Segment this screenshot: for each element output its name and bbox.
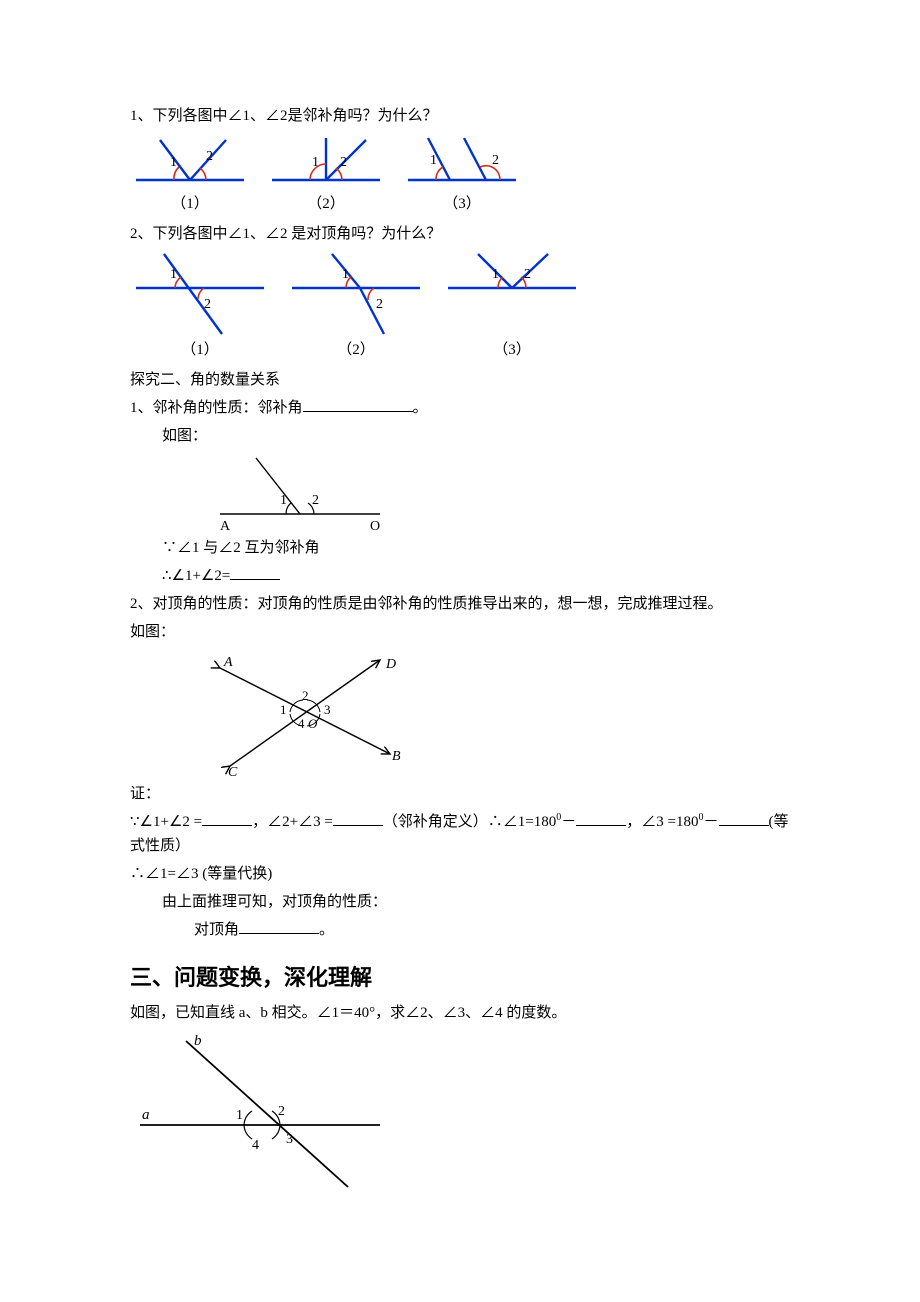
- prop1-fig: 1 2 A O: [200, 452, 790, 532]
- prop1-tail: 。: [413, 400, 428, 416]
- svg-text:2: 2: [206, 149, 213, 164]
- pl1a: ∵∠1+∠2 =: [130, 814, 202, 830]
- svg-text:2: 2: [204, 297, 211, 312]
- svg-text:A: A: [220, 519, 231, 532]
- q1-figs-row: 1 2 （1） 1 2 （2） 1 2 （3）: [130, 134, 790, 216]
- pl1b: ，∠2+∠3 =: [252, 814, 333, 830]
- section3-fig: a b 1 2 3 4: [130, 1031, 790, 1191]
- section3-text: 如图，已知直线 a、b 相交。∠1＝40°，求∠2、∠3、∠4 的度数。: [130, 1001, 790, 1025]
- svg-text:B: B: [392, 749, 401, 764]
- svg-text:2: 2: [376, 297, 383, 312]
- svg-text:1: 1: [170, 155, 177, 170]
- q2-fig3-svg: 1 2: [442, 252, 582, 336]
- concl2-tail: 。: [319, 922, 334, 938]
- q2-fig2: 1 2 （2）: [286, 252, 426, 362]
- svg-text:O: O: [308, 716, 318, 731]
- q2-text: 2、下列各图中∠1、∠2 是对顶角吗？为什么？: [130, 222, 790, 246]
- concl2: 对顶角 。: [130, 918, 790, 942]
- q2-cap3: （3）: [442, 338, 582, 362]
- pl1-blank3[interactable]: [576, 825, 626, 826]
- q2-cap2: （2）: [286, 338, 426, 362]
- prop1-line: 1、邻补角的性质：邻补角 。: [130, 396, 790, 420]
- svg-text:2: 2: [302, 688, 309, 703]
- svg-text:1: 1: [280, 702, 287, 717]
- pl1f: －: [703, 814, 718, 830]
- prop1-therefore-blank[interactable]: [230, 579, 280, 580]
- svg-text:2: 2: [340, 155, 347, 170]
- q1-fig1-svg: 1 2: [130, 134, 250, 190]
- proof-line2: ∴∠1=∠3 (等量代换): [130, 862, 790, 886]
- q1-text: 1、下列各图中∠1、∠2是邻补角吗？为什么？: [130, 104, 790, 128]
- svg-text:C: C: [228, 765, 238, 778]
- prop1-blank[interactable]: [303, 411, 413, 412]
- svg-text:4: 4: [298, 716, 305, 731]
- pl1-blank2[interactable]: [333, 825, 383, 826]
- q1-fig3-svg: 1 2: [402, 134, 522, 190]
- svg-text:a: a: [142, 1107, 150, 1123]
- svg-text:D: D: [385, 657, 396, 672]
- pl1-blank1[interactable]: [202, 825, 252, 826]
- prop2-line: 2、对顶角的性质：对顶角的性质是由邻补角的性质推导出来的，想一想，完成推理过程。: [130, 592, 790, 616]
- prop1-because: ∵∠1 与∠2 互为邻补角: [130, 536, 790, 560]
- svg-text:1: 1: [430, 153, 437, 168]
- q1-fig2-svg: 1 2: [266, 134, 386, 190]
- prop1-therefore: ∴∠1+∠2=: [130, 564, 790, 588]
- prop1-therefore-pre: ∴∠1+∠2=: [162, 568, 230, 584]
- prop2-fig: A D C B 1 2 3 4 O: [190, 648, 790, 778]
- q1-fig3: 1 2 （3）: [402, 134, 522, 216]
- as-shown-1: 如图：: [130, 424, 790, 448]
- prop1-text: 1、邻补角的性质：邻补角: [130, 400, 303, 416]
- svg-text:1: 1: [342, 267, 349, 282]
- svg-text:A: A: [223, 655, 233, 670]
- pl1d: －: [561, 814, 576, 830]
- svg-text:O: O: [370, 519, 380, 532]
- svg-text:2: 2: [524, 267, 531, 282]
- q1-cap3: （3）: [402, 192, 522, 216]
- svg-text:1: 1: [312, 155, 319, 170]
- q1-cap2: （2）: [266, 192, 386, 216]
- svg-text:2: 2: [312, 493, 319, 508]
- svg-text:3: 3: [324, 702, 331, 717]
- svg-text:1: 1: [170, 267, 177, 282]
- svg-text:1: 1: [280, 493, 287, 508]
- q2-cap1: （1）: [130, 338, 270, 362]
- q2-figs-row: 1 2 （1） 1 2 （2） 1 2 （3）: [130, 252, 790, 362]
- section3-title: 三、问题变换，深化理解: [130, 960, 790, 995]
- explore2-title: 探究二、角的数量关系: [130, 368, 790, 392]
- svg-text:3: 3: [286, 1132, 293, 1147]
- proof-line1: ∵∠1+∠2 =，∠2+∠3 =（邻补角定义）∴∠1=1800－，∠3 =180…: [130, 810, 790, 858]
- prop1-fig-svg: 1 2 A O: [200, 452, 400, 532]
- concl2-blank[interactable]: [239, 933, 319, 934]
- q2-fig3: 1 2 （3）: [442, 252, 582, 362]
- q1-fig1: 1 2 （1）: [130, 134, 250, 216]
- q2-fig1-svg: 1 2: [130, 252, 270, 336]
- concl1: 由上面推理可知，对顶角的性质：: [130, 890, 790, 914]
- q2-fig1: 1 2 （1）: [130, 252, 270, 362]
- svg-text:1: 1: [492, 267, 499, 282]
- q2-fig2-svg: 1 2: [286, 252, 426, 336]
- proof-label: 证：: [130, 782, 790, 806]
- pl1c: （邻补角定义）∴∠1=180: [383, 814, 556, 830]
- svg-text:2: 2: [492, 153, 499, 168]
- svg-text:4: 4: [252, 1138, 259, 1153]
- pl1-blank4[interactable]: [719, 825, 769, 826]
- svg-text:1: 1: [236, 1108, 243, 1123]
- q1-cap1: （1）: [130, 192, 250, 216]
- prop2-fig-svg: A D C B 1 2 3 4 O: [190, 648, 420, 778]
- q1-fig2: 1 2 （2）: [266, 134, 386, 216]
- pl1e: ，∠3 =180: [626, 814, 698, 830]
- svg-text:2: 2: [278, 1104, 285, 1119]
- svg-text:b: b: [194, 1033, 202, 1049]
- concl2-pre: 对顶角: [194, 922, 239, 938]
- section3-fig-svg: a b 1 2 3 4: [130, 1031, 390, 1191]
- as-shown-2: 如图：: [130, 620, 790, 644]
